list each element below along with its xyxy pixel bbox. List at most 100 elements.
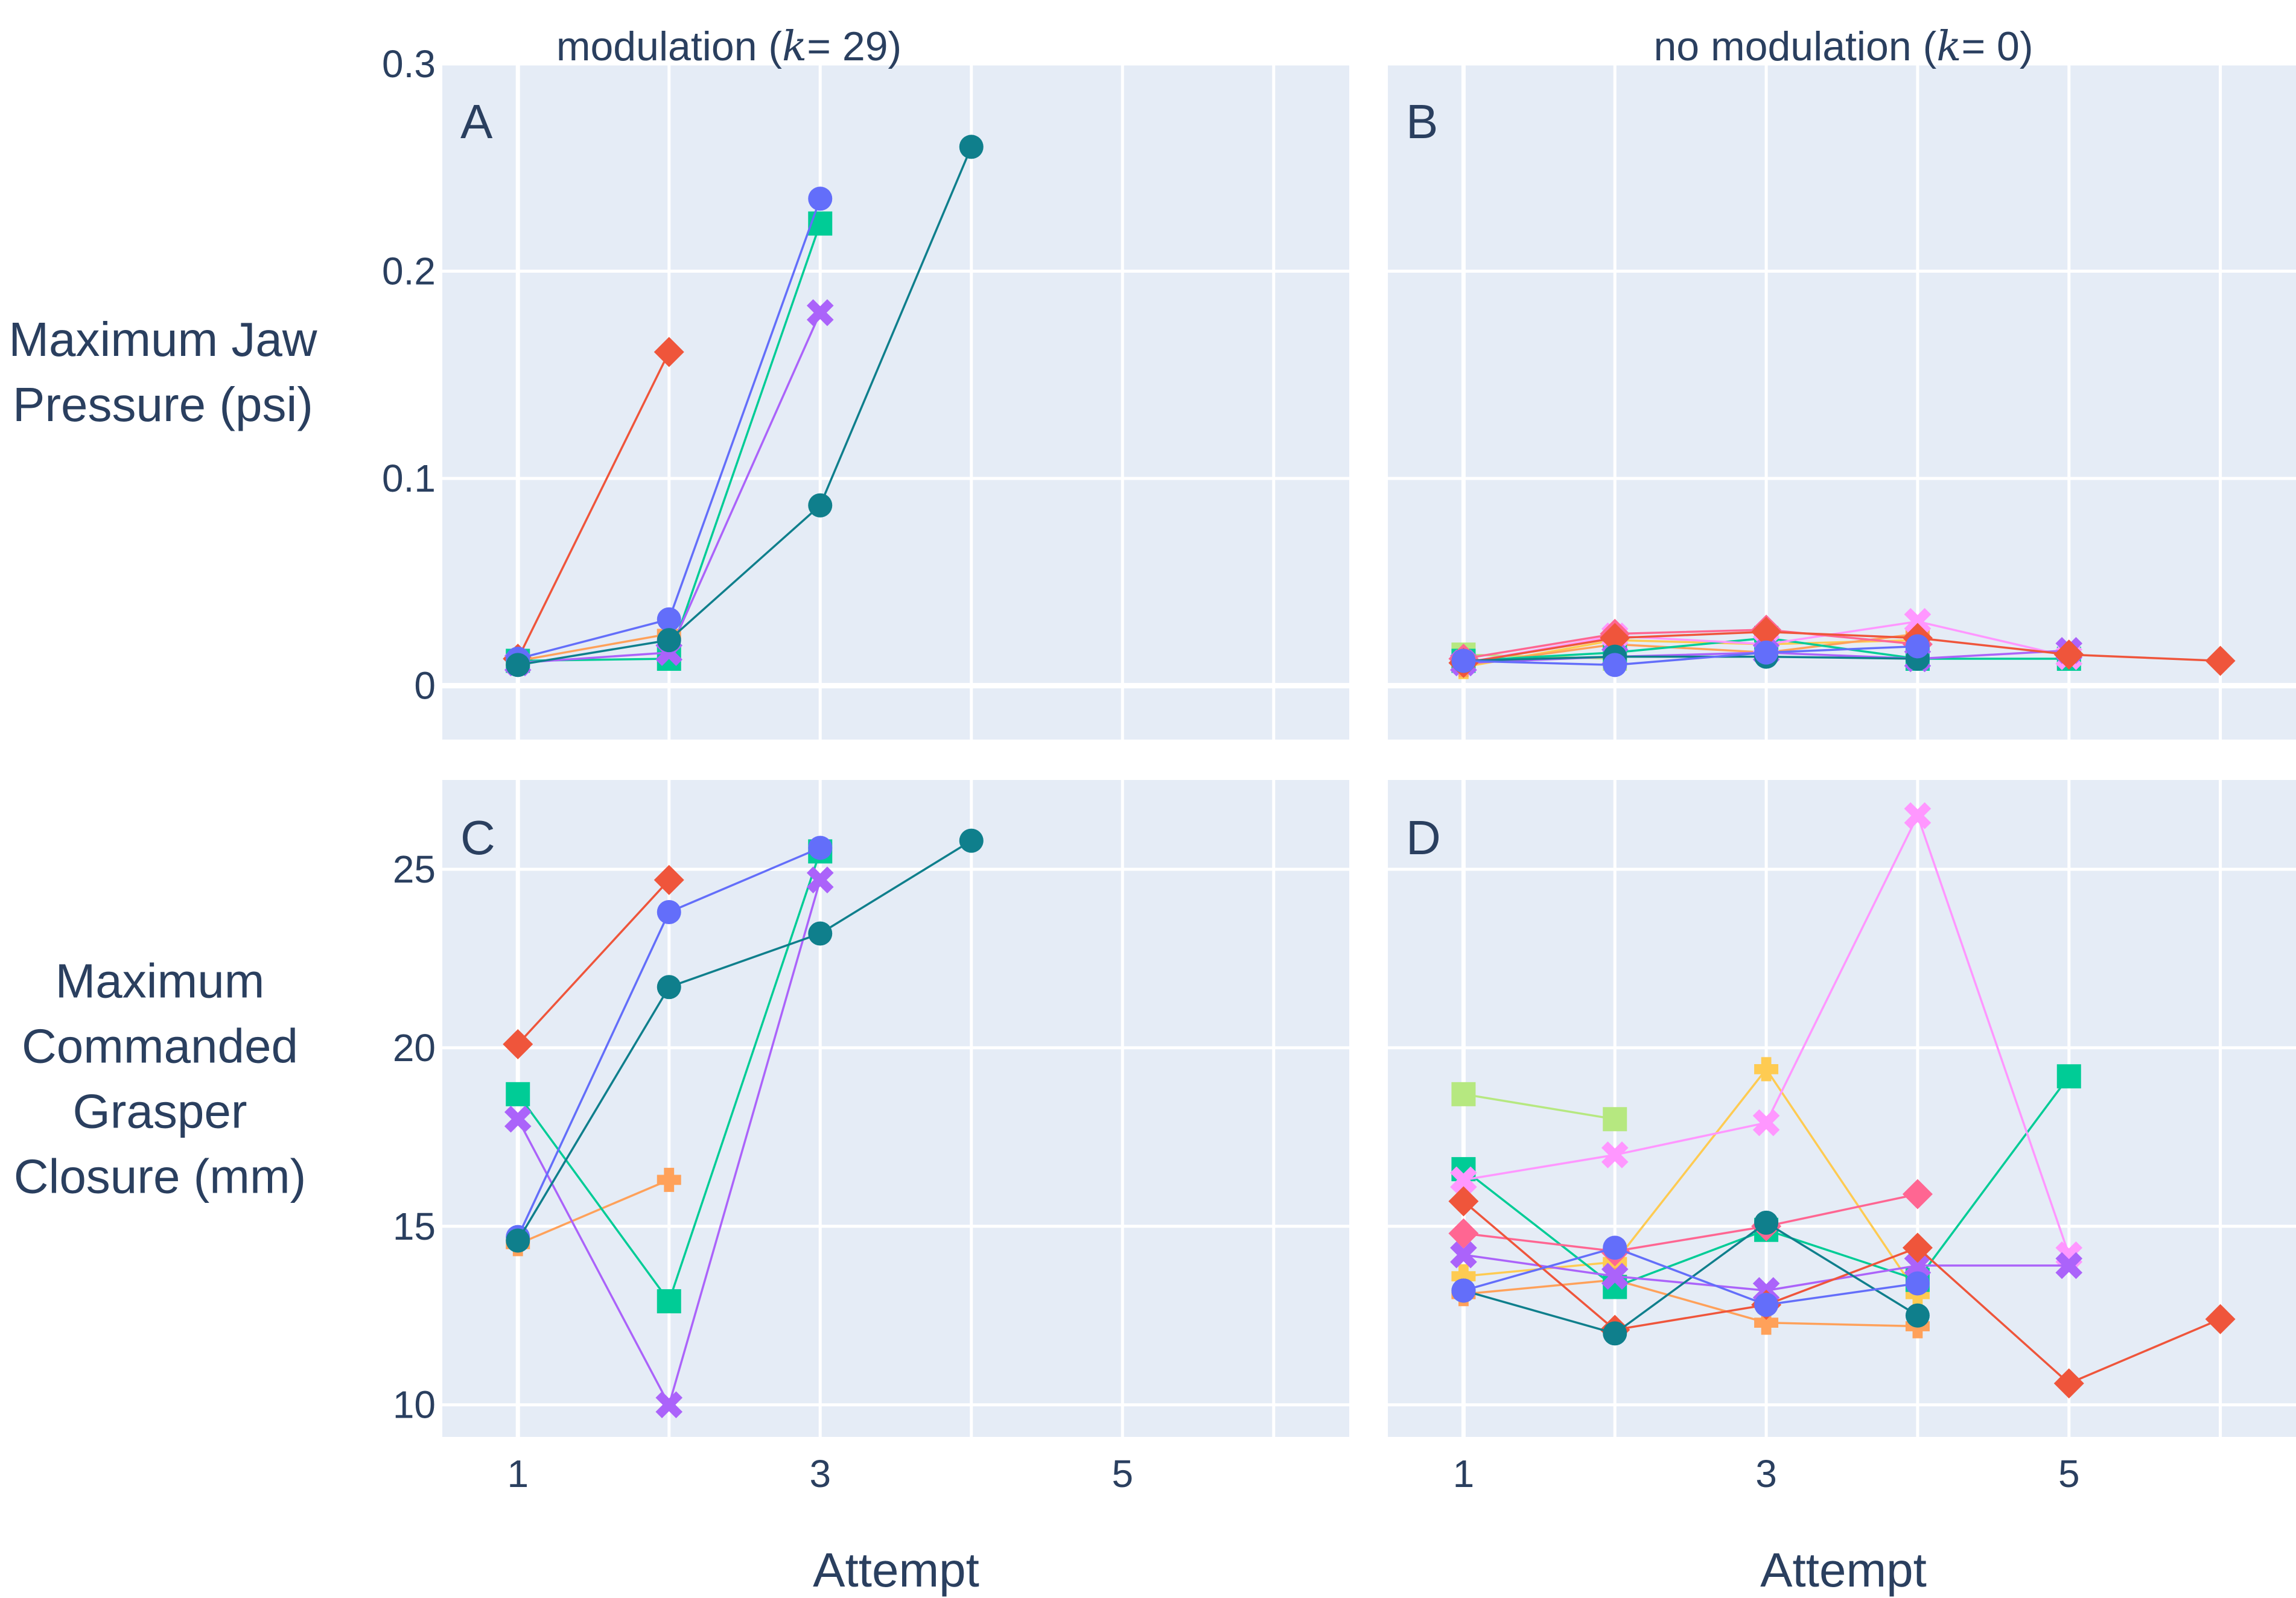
data-point xyxy=(1905,1271,1930,1296)
y-axis-title-line: Pressure (psi) xyxy=(13,378,313,431)
x-tick-label: 1 xyxy=(507,1452,529,1495)
series-line xyxy=(1463,1200,2221,1384)
subplot-panels: A B C D xyxy=(442,62,2296,1437)
series-purple-x xyxy=(504,866,834,1419)
column-title-prefix: modulation ( xyxy=(556,24,783,69)
x-tick-label: 3 xyxy=(1755,1452,1777,1495)
y-axis-title-grasper-closure: Maximum Commanded Grasper Closure (mm) xyxy=(14,954,306,1203)
data-point xyxy=(1450,1241,1477,1269)
y-tick-label: 0.3 xyxy=(382,42,436,86)
data-point xyxy=(1600,623,1630,653)
y-tick-label: 0.1 xyxy=(382,457,436,500)
data-point xyxy=(1904,1252,1932,1279)
series-lime-square xyxy=(1451,1082,1627,1132)
data-point xyxy=(2205,1304,2236,1334)
data-layer xyxy=(503,828,984,1419)
data-point xyxy=(1451,1264,1476,1289)
y-axis-title-line: Commanded xyxy=(22,1019,298,1073)
column-title-modulation: modulation (k= 29) xyxy=(556,23,902,71)
x-tick-label: 1 xyxy=(1453,1452,1475,1495)
column-title-symbol: k xyxy=(1936,23,1961,71)
series-blue-circle xyxy=(1451,634,1930,677)
data-point xyxy=(654,864,684,895)
x-tick-label: 5 xyxy=(2058,1452,2080,1495)
x-tick-label: 3 xyxy=(809,1452,831,1495)
series-line xyxy=(1463,1093,1615,1120)
data-point xyxy=(657,628,681,653)
y-tick-labels-row-2: 10 15 20 25 xyxy=(393,848,436,1427)
series-pink-x xyxy=(1450,802,2083,1269)
data-point xyxy=(503,1029,533,1059)
y-tick-labels-row-1: 0 0.1 0.2 0.3 xyxy=(382,42,436,708)
data-point xyxy=(1752,1109,1780,1137)
data-point xyxy=(1905,1303,1930,1328)
column-title-symbol: k xyxy=(782,23,807,71)
column-title-suffix: = 29) xyxy=(807,24,902,69)
data-point xyxy=(808,921,833,946)
data-point xyxy=(506,1082,530,1106)
data-point xyxy=(1904,802,1932,829)
y-axis-title-line: Maximum Jaw xyxy=(8,312,317,366)
data-point xyxy=(506,1228,530,1253)
y-tick-label: 15 xyxy=(393,1205,436,1248)
x-axis-title-left: Attempt xyxy=(813,1543,979,1597)
data-point xyxy=(1902,1179,1933,1210)
data-point xyxy=(1603,1321,1627,1346)
series-line xyxy=(1463,645,1918,667)
series-line xyxy=(1463,1222,1918,1335)
data-point xyxy=(2056,1064,2081,1089)
y-axis-title-line: Grasper xyxy=(73,1085,247,1138)
data-point xyxy=(1751,617,1782,647)
data-point xyxy=(1754,640,1779,665)
data-point xyxy=(1448,1218,1479,1249)
data-point xyxy=(959,828,984,853)
data-point xyxy=(808,493,833,518)
series-line xyxy=(1463,1246,1918,1306)
panel-letter: A xyxy=(460,95,493,148)
panel-b: B xyxy=(1388,62,2296,740)
data-point xyxy=(1448,1186,1479,1217)
series-line xyxy=(517,351,670,659)
data-point xyxy=(655,1391,683,1419)
data-point xyxy=(806,866,834,894)
data-point xyxy=(808,835,833,860)
series-line xyxy=(1463,633,1918,667)
data-point xyxy=(1902,1232,1933,1263)
y-tick-label: 0 xyxy=(414,664,436,708)
column-title-no-modulation: no modulation (k= 0) xyxy=(1653,23,2033,71)
series-line xyxy=(1463,1193,1918,1252)
series-line xyxy=(1463,1278,1918,1328)
x-tick-labels-col-2: 1 3 5 xyxy=(1453,1452,2080,1495)
column-title-prefix: no modulation ( xyxy=(1653,24,1936,69)
x-tick-label: 5 xyxy=(1111,1452,1133,1495)
panel-a: A xyxy=(442,62,1349,740)
panel-letter: C xyxy=(460,811,495,864)
data-point xyxy=(657,1289,681,1314)
data-point xyxy=(2053,639,2084,670)
plot-background xyxy=(1388,780,2296,1437)
data-point xyxy=(1601,1263,1629,1290)
series-line xyxy=(517,840,972,1241)
data-point xyxy=(1451,1082,1476,1106)
series-blue-circle xyxy=(1451,1235,1930,1317)
panel-d: D xyxy=(1388,780,2296,1437)
data-point xyxy=(1754,1057,1779,1082)
panel-letter: B xyxy=(1406,95,1438,148)
data-point xyxy=(1754,1310,1779,1335)
y-axis-title-line: Maximum xyxy=(56,954,265,1008)
plot-background xyxy=(442,780,1349,1437)
data-point xyxy=(657,1167,681,1192)
data-point xyxy=(657,607,681,632)
y-axis-title-jaw-pressure: Maximum Jaw Pressure (psi) xyxy=(8,312,317,431)
data-point xyxy=(1904,607,1932,635)
data-point xyxy=(1603,1107,1627,1132)
data-point xyxy=(1754,1293,1779,1317)
data-point xyxy=(808,186,833,211)
data-point xyxy=(1905,634,1930,659)
data-point xyxy=(1451,1278,1476,1303)
panel-c: C xyxy=(442,780,1349,1437)
data-point xyxy=(2053,1368,2084,1399)
series-line xyxy=(1463,655,1918,662)
series-line xyxy=(517,879,670,1045)
